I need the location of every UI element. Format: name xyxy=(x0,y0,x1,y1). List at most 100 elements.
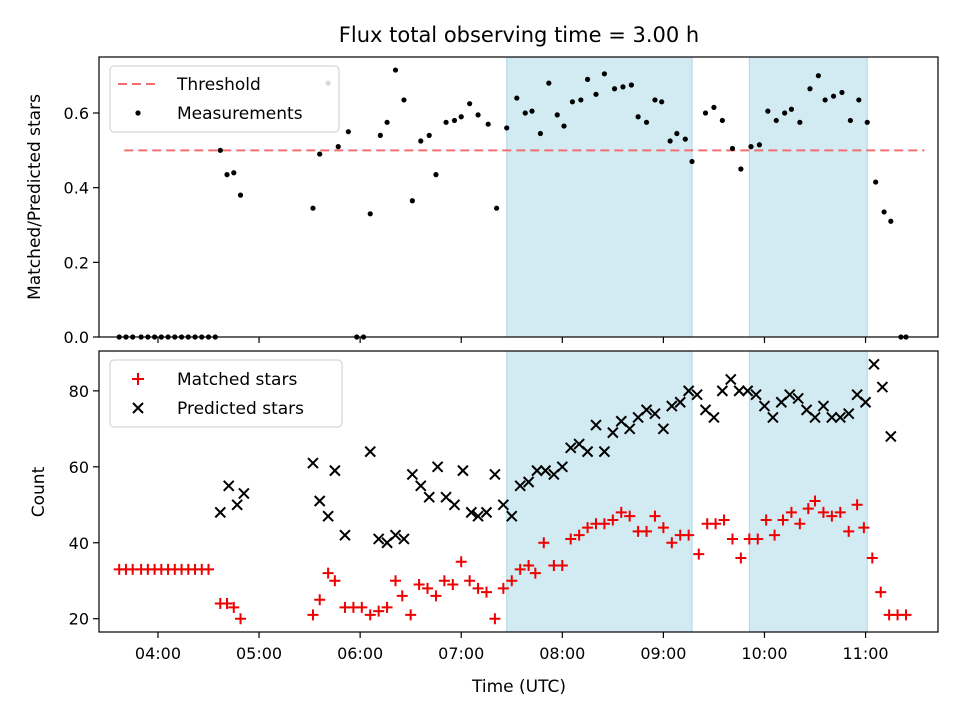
bottom-y-ticks: 20 40 60 80 xyxy=(69,382,99,629)
shaded-band xyxy=(748,56,868,338)
matched-point xyxy=(405,609,417,621)
measurement-point xyxy=(674,130,680,137)
predicted-point xyxy=(691,388,703,401)
matched-point xyxy=(858,522,870,534)
matched-point xyxy=(529,567,541,579)
measurement-point xyxy=(561,123,567,129)
matched-point xyxy=(607,514,619,526)
predicted-point xyxy=(809,411,821,424)
predicted-point xyxy=(514,480,526,492)
matched-point xyxy=(769,529,781,541)
predicted-point xyxy=(682,385,695,397)
predicted-point xyxy=(733,385,745,397)
predicted-point xyxy=(431,461,444,473)
predicted-point xyxy=(522,476,535,488)
bottom-panel: 20 40 60 80 04:00 05:00 06:00 07:00 08:00 09:00 1… xyxy=(29,350,939,697)
matched-point xyxy=(322,567,334,579)
measurement-point xyxy=(652,97,658,103)
y-tick-label: 60 xyxy=(69,458,89,477)
y-tick-label: 80 xyxy=(69,382,89,401)
shaded-band xyxy=(506,56,693,338)
measurement-point xyxy=(881,209,887,215)
measurement-point xyxy=(643,119,650,125)
measurement-point xyxy=(584,76,591,82)
measurement-point xyxy=(537,130,544,137)
shaded-band xyxy=(748,350,868,633)
legend-matched-swatch xyxy=(132,373,144,385)
matched-point xyxy=(464,575,476,587)
matched-point xyxy=(364,609,376,621)
matched-point xyxy=(718,514,730,526)
matched-point xyxy=(565,533,577,545)
measurement-point xyxy=(815,73,821,79)
measurement-point xyxy=(458,114,464,120)
predicted-point xyxy=(784,388,796,401)
matched-point xyxy=(221,598,233,610)
measurement-point xyxy=(702,110,709,116)
matched-point xyxy=(497,582,509,594)
matched-point xyxy=(752,533,764,545)
measurement-point xyxy=(529,108,535,114)
measurement-point xyxy=(217,147,223,153)
matched-point xyxy=(506,575,518,587)
measurement-point xyxy=(830,93,837,99)
measurement-point xyxy=(773,117,779,124)
measurement-point xyxy=(719,117,725,124)
predicted-point xyxy=(389,529,402,541)
matched-point xyxy=(582,522,594,534)
measurement-point xyxy=(689,158,695,165)
matched-point xyxy=(851,499,863,511)
matched-point xyxy=(826,510,838,522)
measurement-point xyxy=(514,95,520,101)
bottom-ylabel: Count xyxy=(29,466,49,517)
x-tick-label: 09:00 xyxy=(640,644,686,663)
measurement-point xyxy=(788,106,795,112)
predicted-point xyxy=(556,461,569,473)
predicted-point xyxy=(364,445,376,458)
predicted-point xyxy=(666,400,678,412)
predicted-point xyxy=(223,480,235,492)
measurement-point xyxy=(231,170,237,176)
predicted-point xyxy=(750,388,762,401)
measurement-point xyxy=(426,132,432,138)
measurement-point xyxy=(546,80,552,86)
measurement-point xyxy=(756,142,763,148)
y-tick-label: 0.2 xyxy=(64,253,89,272)
measurement-point xyxy=(475,112,481,118)
matched-point xyxy=(573,529,585,541)
top-panel: 0.0 0.2 0.4 0.6 Matched/Predicted stars Thr… xyxy=(25,56,939,347)
measurement-point xyxy=(729,145,736,152)
matched-point xyxy=(735,552,747,564)
predicted-point xyxy=(565,442,577,454)
predicted-point xyxy=(843,407,855,420)
y-tick-label: 40 xyxy=(69,534,89,553)
matched-point xyxy=(785,506,797,518)
predicted-point xyxy=(716,385,729,397)
measurement-point xyxy=(310,205,316,211)
measurement-point xyxy=(635,114,641,120)
matched-point xyxy=(666,537,678,549)
x-tick-label: 10:00 xyxy=(741,644,787,663)
matched-points xyxy=(113,495,912,625)
predicted-point xyxy=(817,400,830,412)
top-shaded-bands xyxy=(506,56,868,338)
predicted-point xyxy=(834,411,846,424)
matched-point xyxy=(624,510,636,522)
predicted-point xyxy=(465,506,478,519)
chart-title: Flux total observing time = 3.00 h xyxy=(339,23,699,47)
top-axes-frame xyxy=(98,56,939,338)
measurement-point xyxy=(611,86,618,92)
top-y-ticks: 0.0 0.2 0.4 0.6 xyxy=(64,104,99,347)
measurement-point xyxy=(847,117,853,124)
matched-point xyxy=(710,518,722,530)
predicted-point xyxy=(489,468,501,481)
predicted-point xyxy=(307,457,319,469)
matched-point xyxy=(802,503,814,515)
matched-point xyxy=(373,605,385,617)
predicted-point xyxy=(708,411,720,424)
matched-point xyxy=(329,575,341,587)
matched-point xyxy=(598,518,610,530)
matched-point xyxy=(396,590,408,602)
measurement-point xyxy=(401,97,407,103)
